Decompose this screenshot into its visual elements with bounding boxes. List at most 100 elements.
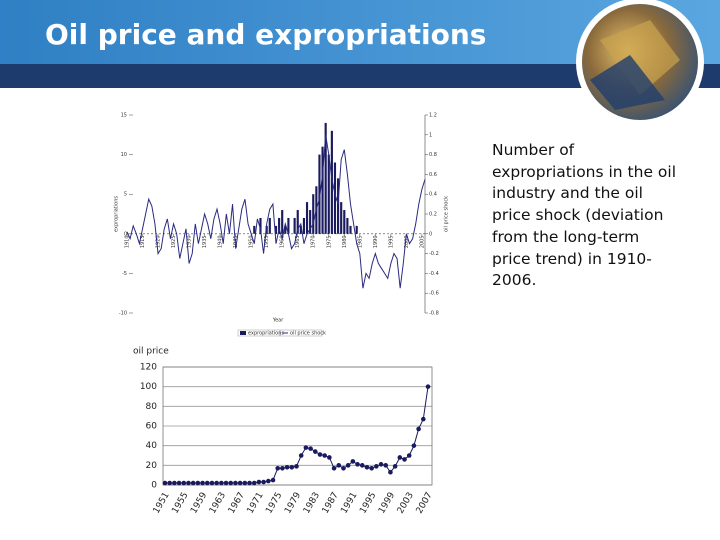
x-tick-label: 1980 — [342, 235, 348, 248]
bar — [318, 154, 321, 234]
bar — [330, 130, 333, 234]
bar — [327, 154, 330, 234]
y2-tick-label: -0.8 — [429, 311, 439, 317]
point — [364, 465, 370, 470]
bar — [259, 217, 262, 234]
x-axis-label: Year — [272, 318, 285, 324]
point — [374, 464, 379, 469]
x-tick-label: 1910 — [125, 235, 131, 248]
x-tick-label: 1959 — [189, 491, 209, 516]
point — [251, 480, 257, 486]
point — [416, 426, 421, 432]
bar — [333, 162, 337, 234]
y-tick-label: 20 — [146, 461, 158, 471]
x-tick-label: 1930 — [187, 235, 193, 248]
y-tick-label: 40 — [146, 441, 158, 451]
legend-frame — [279, 329, 323, 337]
x-tick-label: 1920 — [156, 235, 162, 248]
y2-tick-label: 0.2 — [429, 212, 437, 218]
point — [237, 480, 243, 486]
y-tick-label: -5 — [122, 271, 127, 277]
point — [219, 480, 224, 486]
x-tick-label: 1915 — [140, 235, 146, 248]
point — [350, 459, 356, 464]
point — [289, 465, 295, 470]
slide-title: Oil price and expropriations — [45, 18, 486, 51]
point — [209, 480, 215, 486]
bar — [337, 178, 340, 234]
point — [406, 453, 412, 458]
y-tick-label: 60 — [146, 422, 158, 432]
y2-tick-label: -0.6 — [429, 291, 439, 297]
point — [275, 465, 281, 471]
bar — [346, 217, 349, 234]
x-tick-label: 1991 — [340, 491, 360, 516]
bar — [324, 122, 327, 234]
y2-tick-label: 1 — [429, 132, 432, 138]
y2-tick-label: 0 — [429, 231, 432, 237]
point — [378, 462, 384, 467]
x-tick-label: 1995 — [358, 491, 378, 516]
x-tick-label: 1960 — [280, 235, 286, 248]
x-tick-label: 1963 — [208, 491, 228, 516]
point — [162, 480, 168, 486]
point — [355, 462, 360, 467]
y2-tick-label: 0.4 — [429, 192, 437, 198]
chart-title: oil price — [133, 347, 169, 357]
point — [186, 480, 191, 486]
point — [261, 479, 266, 485]
bar — [284, 225, 287, 234]
x-tick-label: 1935 — [202, 235, 208, 248]
point — [242, 480, 248, 486]
bar — [265, 225, 268, 234]
point — [308, 446, 313, 451]
x-tick-label: 1951 — [152, 491, 172, 516]
y-tick-label: 0 — [151, 481, 157, 491]
point — [411, 443, 417, 448]
point — [369, 465, 374, 471]
point — [247, 480, 252, 486]
bar — [287, 217, 290, 234]
point — [223, 480, 229, 486]
point — [312, 449, 318, 454]
bar — [278, 217, 281, 234]
x-tick-label: 1983 — [302, 491, 322, 516]
bar — [305, 202, 309, 234]
point — [392, 464, 398, 469]
point — [317, 452, 323, 457]
x-tick-label: 1990 — [373, 235, 379, 248]
x-tick-label: 2007 — [415, 491, 435, 516]
bar — [281, 210, 284, 234]
x-tick-label: 1995 — [388, 235, 394, 248]
x-tick-label: 1975 — [264, 491, 284, 516]
decorative-image — [576, 0, 704, 126]
line — [126, 134, 426, 289]
point — [190, 480, 196, 486]
bar — [302, 217, 306, 234]
description: Number of expropriations in the oil indu… — [492, 141, 677, 290]
bar — [343, 210, 346, 234]
bar — [349, 225, 352, 234]
y-tick-label: 100 — [140, 382, 157, 392]
x-tick-label: 1985 — [357, 235, 363, 248]
image-shape — [590, 55, 665, 110]
point — [181, 480, 187, 486]
point — [233, 480, 238, 486]
bar — [340, 202, 343, 234]
point — [266, 478, 271, 484]
y-tick-label: 80 — [146, 402, 158, 412]
y-tick-label: 0 — [124, 231, 127, 237]
x-tick-label: 1967 — [227, 491, 247, 516]
point — [270, 477, 276, 483]
bar — [268, 217, 271, 234]
point — [214, 480, 219, 486]
point — [359, 463, 365, 468]
x-tick-label: 1975 — [326, 235, 332, 248]
point — [284, 465, 290, 470]
point — [280, 465, 285, 471]
point — [294, 464, 299, 469]
bar — [296, 210, 299, 234]
image-shape — [600, 20, 680, 95]
y2-tick-label: 0.6 — [429, 172, 437, 178]
bar — [355, 225, 358, 234]
